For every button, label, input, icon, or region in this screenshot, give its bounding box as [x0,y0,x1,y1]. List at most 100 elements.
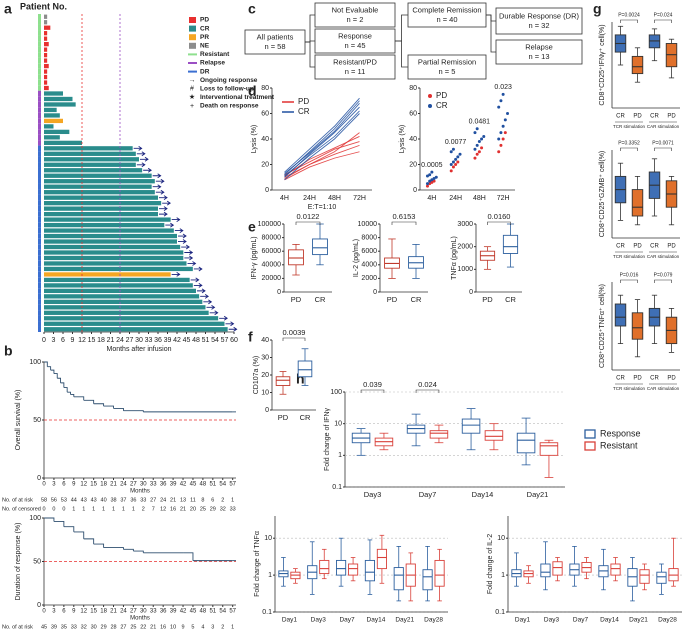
bar [44,168,143,173]
group-strip [38,222,41,228]
significance-bracket [295,221,321,225]
box [275,376,291,386]
x-axis-label: Months [130,616,150,622]
bar [44,261,187,266]
x-tick-label: CR [411,295,422,304]
legend-swatch [584,429,596,439]
x-tick-label: Day7 [339,617,355,624]
group-strip [38,151,41,157]
y-tick-label: 6000 [361,248,377,255]
x-tick-label: Day28 [424,617,443,624]
x-axis-label: E:T=1:10 [308,204,337,211]
legend-label: Ongoing response [200,77,258,84]
series-line [284,144,360,178]
x-tick-label: PD [387,295,398,304]
group-strip [38,238,41,245]
node-label: Durable Response (DR) [499,11,580,20]
risk-count: 32 [81,624,87,630]
risk-count: 39 [51,624,57,630]
survival-step [133,550,144,553]
x-tick-label: 4H [280,195,289,202]
x-tick-label: Day1 [515,617,531,624]
dot [482,134,486,138]
y-axis-label: Fold change of TNFα [254,531,261,597]
group-strip [38,118,41,124]
connector [305,14,315,43]
p-value: 0.0481 [469,119,491,126]
group-strip [38,140,41,146]
x-tick-label: 42 [180,609,187,615]
survival-step [63,387,68,393]
dot [456,155,460,159]
bar [44,25,51,30]
x-tick-label: PD [291,295,302,304]
box [539,442,559,456]
x-tick-label: CR [616,376,625,382]
p-value: 0.023 [494,84,512,91]
x-tick-label: PD [633,244,642,250]
ongoing-arrow [228,326,238,332]
x-tick-label: 42 [173,337,181,344]
risk-count: 0 [52,506,55,512]
risk-count: 3 [211,624,214,630]
dot [449,169,453,173]
x-tick-label: Day14 [367,617,386,624]
x-tick-label: 48H [328,195,341,202]
p-value: 0.0122 [297,212,320,221]
ongoing-arrow [193,266,203,272]
x-tick-label: 48 [200,609,207,615]
x-tick-label: 3 [52,337,56,344]
bar [44,233,177,239]
x-tick-label: Day21 [395,617,414,624]
y-tick-label: 0 [469,289,473,296]
risk-count: 25 [130,624,136,630]
bar [44,239,177,244]
bar [44,294,200,299]
risk-count: 0 [42,506,45,512]
risk-count: 1 [231,624,234,630]
ongoing-arrow [136,151,146,157]
bar [44,135,60,140]
dot [506,112,510,115]
y-tick-label: 2000 [457,244,473,251]
ongoing-arrow [209,310,219,316]
risk-count: 1 [112,506,115,512]
y-tick-label: 10 [334,421,342,428]
x-axis-label: Months after infusion [107,346,172,353]
risk-row-label: No. of censored [2,506,41,512]
group-strip [38,271,41,278]
group-strip [38,173,41,179]
legend-label: Resistant [600,440,638,450]
p-value: 0.0005 [421,162,443,169]
x-tick-label: CR [505,295,516,304]
box [631,312,644,340]
x-tick-label: CR [616,114,625,120]
group-strip [38,326,41,332]
group-strip [38,145,41,152]
group-strip [38,260,41,267]
y-tick-label: 0 [37,602,41,609]
y-tick-label: 1 [501,572,505,579]
significance-bracket [391,221,417,225]
group-strip [38,266,41,272]
x-tick-label: 6 [62,482,66,488]
dot [430,178,434,182]
bar [44,184,152,189]
survival-step [93,403,105,407]
group-strip [38,112,41,119]
group-strip [38,249,41,256]
dot [432,177,436,181]
survival-step [83,399,95,404]
p-value: 0.0039 [283,328,306,337]
box [336,559,347,576]
ongoing-arrow [181,244,190,250]
dot [434,175,438,179]
bar [44,179,155,184]
ongoing-arrow [155,189,165,195]
group-strip [38,282,41,289]
risk-count: 45 [41,624,47,630]
panel-label: c [248,1,256,17]
y-axis-label: CD107a (%) [253,356,260,395]
box [434,559,445,587]
node-box [495,39,583,65]
